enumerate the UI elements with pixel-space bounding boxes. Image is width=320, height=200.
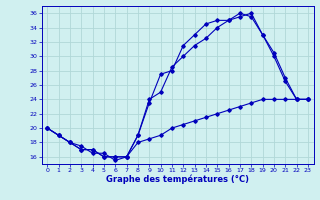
X-axis label: Graphe des températures (°C): Graphe des températures (°C) <box>106 175 249 184</box>
